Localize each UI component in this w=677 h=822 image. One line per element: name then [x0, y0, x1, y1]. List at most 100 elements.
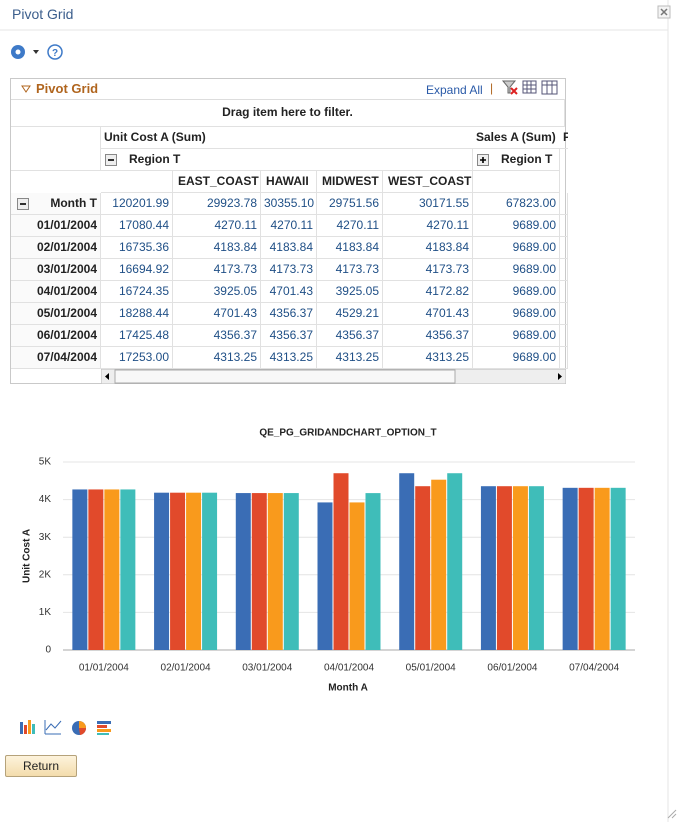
value-cell: 9689.00: [473, 237, 560, 259]
bar: [88, 489, 104, 650]
chart: QE_PG_GRIDANDCHART_OPTION_T Month A Unit…: [22, 428, 635, 694]
blank: [560, 193, 568, 215]
y-tick-label: 4K: [39, 494, 52, 505]
value-cell: 9689.00: [473, 303, 560, 325]
bar: [447, 473, 463, 650]
row-label: 05/01/2004: [11, 303, 101, 325]
value-cell: 4173.73: [383, 259, 473, 281]
value-cell: 4270.11: [383, 215, 473, 237]
value-cell: 4183.84: [317, 237, 383, 259]
pivot-grid: Drag item here to filter. Unit Cost A (Su…: [11, 99, 568, 369]
value-cell: 4183.84: [383, 237, 473, 259]
bar: [251, 493, 267, 650]
blank: [560, 325, 568, 347]
column-header: MIDWEST: [317, 171, 383, 193]
x-tick-label: 06/01/2004: [487, 663, 537, 674]
value-cell: 67823.00: [473, 193, 560, 215]
settings-icon[interactable]: [11, 45, 39, 59]
help-icon[interactable]: ?: [47, 44, 63, 60]
filter-hint: Drag item here to filter.: [11, 99, 565, 127]
expand-icon[interactable]: [477, 154, 489, 166]
value-cell: 4173.73: [261, 259, 317, 281]
bar: [496, 486, 512, 650]
value-cell: 4313.25: [261, 347, 317, 369]
blank: [560, 281, 568, 303]
measure-header: Sales A (Sum): [473, 127, 560, 149]
blank: [473, 171, 560, 193]
bar: [154, 492, 170, 650]
bar: [528, 486, 544, 650]
x-tick-label: 07/04/2004: [569, 663, 619, 674]
blank: [560, 259, 568, 281]
value-cell: 4356.37: [173, 325, 261, 347]
return-button[interactable]: Return: [5, 755, 77, 777]
row-label: 02/01/2004: [11, 237, 101, 259]
value-cell: 4183.84: [261, 237, 317, 259]
value-cell: 4356.37: [383, 325, 473, 347]
expand-all-link[interactable]: Expand All: [426, 83, 483, 97]
blank: [560, 303, 568, 325]
value-cell: 16694.92: [101, 259, 173, 281]
bar: [415, 486, 431, 650]
value-cell: 17080.44: [101, 215, 173, 237]
panel-header: [11, 79, 565, 100]
bar: [120, 489, 136, 650]
bar: [186, 492, 202, 650]
value-cell: 9689.00: [473, 215, 560, 237]
page-title: Pivot Grid: [12, 6, 74, 22]
value-cell: 4270.11: [317, 215, 383, 237]
value-cell: 30355.10: [261, 193, 317, 215]
value-cell: 4356.37: [317, 325, 383, 347]
value-cell: 4701.43: [173, 303, 261, 325]
bar: [349, 502, 365, 650]
value-cell: 4529.21: [317, 303, 383, 325]
value-cell: 4173.73: [317, 259, 383, 281]
bar: [72, 489, 88, 650]
toolbar-icons[interactable]: [501, 79, 563, 97]
bar: [480, 486, 496, 650]
panel-title: Pivot Grid: [36, 81, 99, 96]
value-cell: 16735.36: [101, 237, 173, 259]
value-cell: 4270.11: [261, 215, 317, 237]
bar: [104, 489, 120, 650]
value-cell: 4701.43: [261, 281, 317, 303]
value-cell: 9689.00: [473, 347, 560, 369]
blank: [560, 237, 568, 259]
value-cell: 4270.11: [173, 215, 261, 237]
x-tick-label: 02/01/2004: [161, 663, 211, 674]
separator: |: [490, 81, 494, 95]
value-cell: 9689.00: [473, 281, 560, 303]
close-icon[interactable]: [657, 5, 671, 19]
blank: [101, 171, 173, 193]
value-cell: 3925.05: [173, 281, 261, 303]
bar: [399, 473, 415, 650]
bar: [283, 493, 299, 650]
bar: [333, 473, 349, 650]
y-tick-label: 2K: [39, 569, 52, 580]
pivot-panel: Pivot Grid Expand All | Drag item here t…: [10, 78, 568, 384]
bar: [512, 486, 528, 650]
value-cell: 4356.37: [261, 303, 317, 325]
collapse-icon[interactable]: [21, 85, 31, 93]
value-cell: 120201.99: [101, 193, 173, 215]
value-cell: 9689.00: [473, 325, 560, 347]
value-cell: 18288.44: [101, 303, 173, 325]
value-cell: 29751.56: [317, 193, 383, 215]
value-cell: 4313.25: [173, 347, 261, 369]
value-cell: 16724.35: [101, 281, 173, 303]
chart-type-icons[interactable]: [20, 720, 111, 735]
value-cell: 29923.78: [173, 193, 261, 215]
row-label: 07/04/2004: [11, 347, 101, 369]
resize-grip: [667, 809, 677, 819]
bar: [317, 502, 333, 650]
measure-header: P: [560, 127, 568, 149]
collapse-icon[interactable]: [105, 154, 117, 166]
bar: [170, 492, 186, 650]
value-cell: 17425.48: [101, 325, 173, 347]
collapse-icon[interactable]: [17, 198, 29, 210]
scrollbar[interactable]: [101, 369, 566, 384]
x-tick-label: 04/01/2004: [324, 663, 374, 674]
value-cell: 4172.82: [383, 281, 473, 303]
